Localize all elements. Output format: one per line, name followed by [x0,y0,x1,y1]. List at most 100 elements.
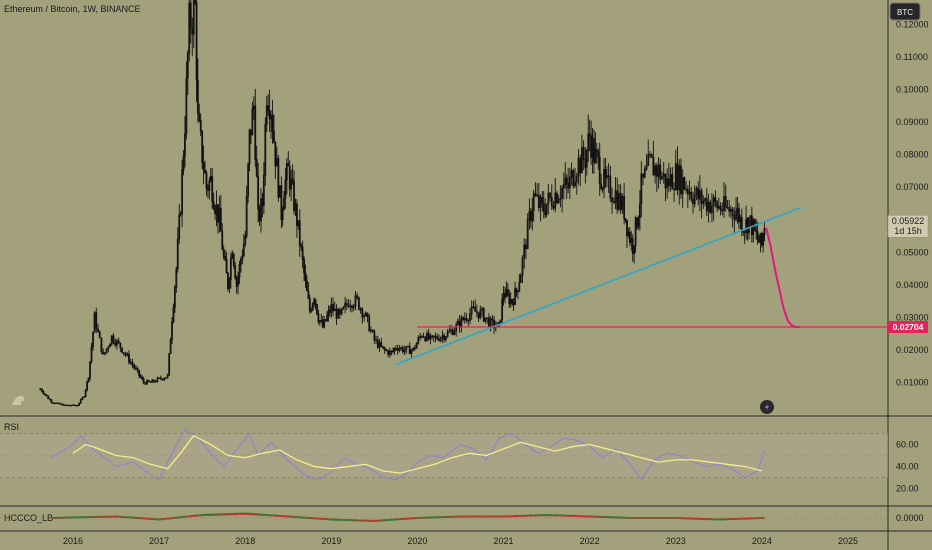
price-candle-body [337,309,340,319]
price-candle-body [463,317,466,321]
price-candle-body [84,389,87,397]
price-candle-body [395,347,397,350]
price-candle-body [342,306,345,310]
price-candle-body [368,316,371,332]
price-candle-body [601,188,604,190]
price-candle-body [295,203,298,226]
price-candle-body [534,193,537,196]
price-candle-body [477,312,480,319]
price-candle-body [582,146,585,161]
rsi-axis-tick-label: 60.00 [896,440,919,450]
price-candle-body [439,337,442,341]
price-candle-body [387,350,390,355]
price-candle-body [318,320,321,323]
price-candle-body [545,203,548,216]
price-candle-body [300,244,303,248]
price-candle-body [693,194,696,205]
tradingview-logo-icon [12,395,25,405]
price-candle-body [758,239,760,243]
price-candle-body [76,404,79,407]
price-candle-body [584,159,587,168]
price-candle-body [659,164,662,180]
price-candle-body [68,404,71,407]
price-candle-body [95,312,98,330]
price-candle-body [311,303,314,311]
price-candle-body [189,2,192,29]
price-candle-body [577,157,580,177]
currency-button[interactable] [889,2,921,21]
price-candle-body [714,197,717,203]
price-candle-body [330,304,333,313]
price-candle-body [301,246,304,260]
price-candle-body [39,388,42,391]
price-candle-body [265,105,268,125]
price-candle-body [410,349,413,354]
price-candle-body [146,380,148,385]
price-candle-body [567,182,570,189]
rsi-axis-tick-label: 20.00 [896,484,919,494]
price-candle-body [172,307,175,323]
icon-bolt [765,403,769,411]
price-candle-body [382,346,384,349]
price-axis-tick-label: 0.01000 [896,377,929,387]
price-candle-body [453,330,456,335]
time-axis-tick-label: 2016 [63,536,83,546]
price-candle-body [308,297,311,312]
price-candle-body [654,165,657,176]
ascending-trendline[interactable] [395,206,801,366]
price-candle-body [470,306,473,315]
hccco-axis-tick-label: 0.0000 [896,513,924,523]
price-axis-tick-label: 0.10000 [896,85,929,95]
time-axis-tick-label: 2023 [666,536,686,546]
price-candle-body [58,402,61,405]
price-candle-body [594,149,597,163]
price-candle-body [426,332,428,342]
price-candle-body [550,196,553,207]
price-candle-body [237,276,239,287]
price-candle-body [462,317,464,321]
price-candle-body [42,391,45,395]
price-candle-body [356,295,359,298]
price-candle-body [455,324,458,332]
price-candle-body [93,312,96,333]
price-candle-body [166,374,169,378]
projected-path[interactable] [765,227,801,329]
price-candle-body [721,210,724,212]
price-candle-body [117,340,120,344]
price-candle-body [750,215,753,236]
price-candle-body [499,319,502,323]
price-candle-body [316,304,318,315]
price-candle-body [547,192,550,205]
price-candle-body [222,249,225,257]
price-candle-body [525,244,527,250]
price-candle-body [619,192,622,210]
price-candle-body [277,158,280,198]
price-candle-body [614,190,617,204]
support-level-price-text: 0.02704 [893,322,924,332]
price-candle-body [709,201,712,213]
price-candle-body [138,369,140,376]
replay-lightning-icon[interactable] [760,400,774,414]
price-candle-body [683,177,686,190]
price-candle-body [352,305,355,309]
time-axis-tick-label: 2022 [580,536,600,546]
price-candle-body [169,339,172,354]
price-candle-body [202,162,205,171]
price-candle-body [429,335,432,340]
price-candle-body [633,245,636,254]
price-candle-body [738,208,740,223]
price-candle-body [238,264,241,278]
price-candle-body [317,313,320,323]
price-candle-body [182,156,185,171]
price-candle-body [175,268,178,288]
price-candle-body [109,343,111,348]
price-candle-body [448,330,451,333]
price-candle-body [50,399,53,403]
price-candle-body [623,195,626,219]
price-candle-body [609,176,612,199]
price-candle-body [211,175,214,203]
price-candle-body [178,214,181,240]
price-candle-body [303,259,305,274]
